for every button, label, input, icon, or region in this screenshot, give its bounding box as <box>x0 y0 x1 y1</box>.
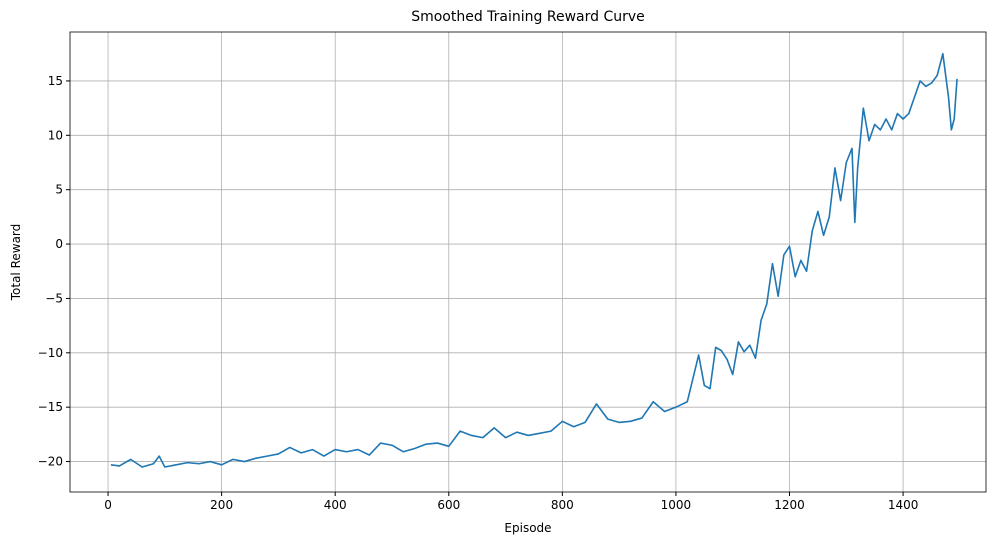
y-tick-label: −15 <box>38 400 63 414</box>
x-tick-label: 1000 <box>661 498 692 512</box>
x-tick-label: 1200 <box>774 498 805 512</box>
y-axis-label: Total Reward <box>9 224 23 302</box>
x-tick-label: 800 <box>551 498 574 512</box>
x-tick-label: 1400 <box>888 498 919 512</box>
x-axis-label: Episode <box>504 521 551 535</box>
y-tick-label: 15 <box>48 74 63 88</box>
line <box>110 52 958 468</box>
plot-frame <box>69 31 987 493</box>
y-tick-label: −10 <box>38 346 63 360</box>
x-tick-label: 0 <box>104 498 112 512</box>
y-tick-label: 0 <box>55 237 63 251</box>
chart-title: Smoothed Training Reward Curve <box>411 9 645 25</box>
y-tick-label: −20 <box>38 455 63 469</box>
y-tick-label: 10 <box>48 128 63 142</box>
x-tick-label: 200 <box>210 498 233 512</box>
x-tick-label: 400 <box>324 498 347 512</box>
y-tick-label: −5 <box>45 291 63 305</box>
x-tick-label: 600 <box>437 498 460 512</box>
y-tick-label: 5 <box>55 183 63 197</box>
